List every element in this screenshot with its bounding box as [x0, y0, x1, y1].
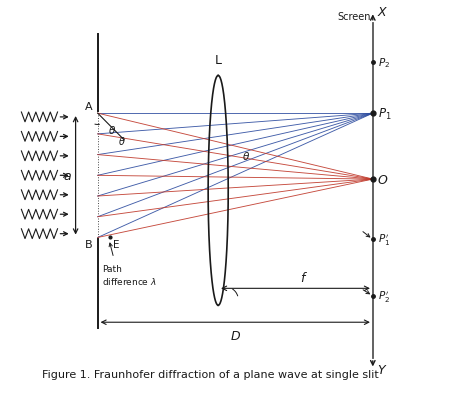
Text: O: O: [378, 173, 388, 186]
Text: $\theta$: $\theta$: [242, 149, 250, 161]
Text: $\theta$: $\theta$: [108, 123, 116, 135]
Text: Figure 1. Fraunhofer diffraction of a plane wave at single slit: Figure 1. Fraunhofer diffraction of a pl…: [42, 369, 379, 379]
Text: a: a: [64, 169, 71, 183]
Text: A: A: [85, 102, 92, 112]
Text: Y: Y: [378, 363, 385, 376]
Text: $\theta$: $\theta$: [118, 135, 126, 147]
Text: $f$: $f$: [299, 270, 307, 284]
Text: D: D: [230, 329, 240, 342]
Text: Screen: Screen: [337, 12, 371, 22]
Text: $P_1$: $P_1$: [378, 106, 391, 121]
Text: $P_1'$: $P_1'$: [378, 232, 390, 247]
Text: L: L: [215, 54, 222, 67]
Text: E: E: [113, 240, 119, 250]
Text: X: X: [378, 6, 386, 19]
Text: B: B: [85, 240, 92, 250]
Text: $P_2'$: $P_2'$: [378, 288, 390, 304]
Text: $P_2$: $P_2$: [378, 56, 390, 70]
Text: Path
difference $\lambda$: Path difference $\lambda$: [102, 264, 156, 286]
